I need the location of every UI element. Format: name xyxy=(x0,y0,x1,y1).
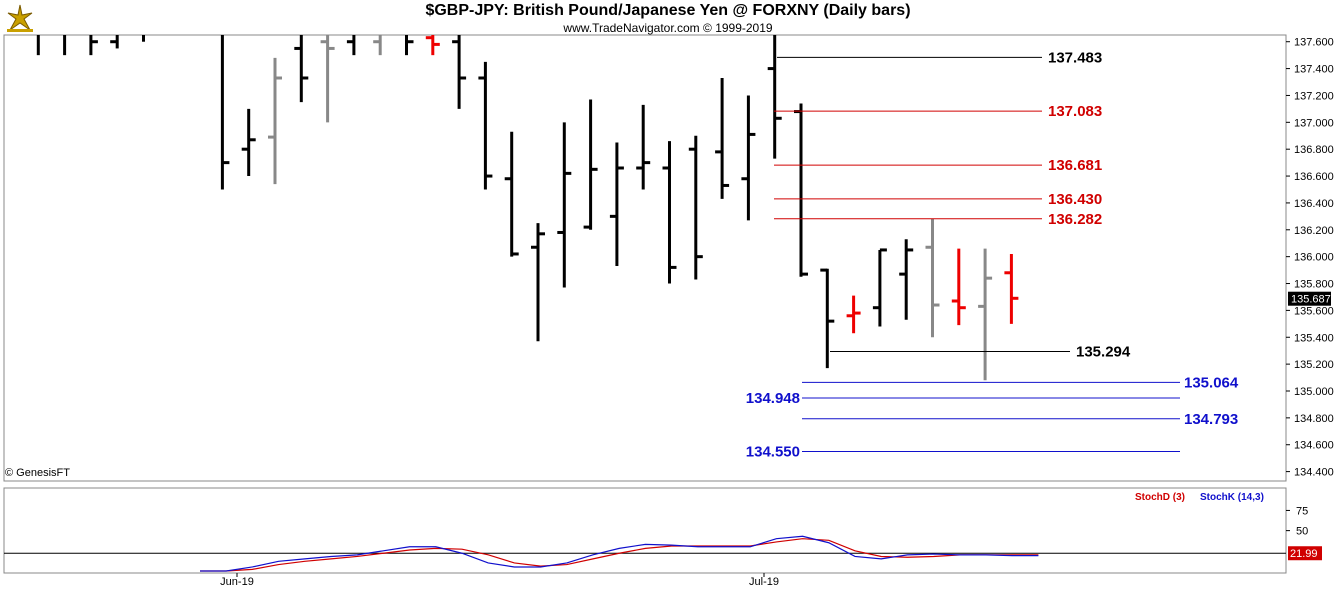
level-label: 135.064 xyxy=(1184,374,1239,391)
level-line: 134.550 xyxy=(746,443,1180,460)
stoch-last-box xyxy=(1288,546,1322,561)
ohlc-bar xyxy=(268,57,282,185)
level-line: 136.430 xyxy=(774,191,1102,208)
ohlc-bar xyxy=(241,108,256,177)
price-tick-label: 137.600 xyxy=(1294,37,1334,49)
stoch-k-legend: StochK (14,3) xyxy=(1200,492,1264,503)
ohlc-bar xyxy=(1004,253,1019,324)
price-tick-label: 134.600 xyxy=(1294,440,1334,452)
ohlc-bar xyxy=(220,35,230,190)
level-label: 134.948 xyxy=(746,390,800,407)
ohlc-bar xyxy=(978,248,993,381)
price-tick-label: 134.400 xyxy=(1294,467,1334,479)
ohlc-bar xyxy=(89,35,98,56)
level-label: 137.083 xyxy=(1048,103,1102,120)
level-label: 136.430 xyxy=(1048,191,1102,208)
ohlc-bar xyxy=(925,219,940,338)
ohlc-bar xyxy=(478,61,493,190)
ohlc-bar xyxy=(373,35,382,56)
price-tick-label: 137.200 xyxy=(1294,90,1334,102)
level-label: 135.294 xyxy=(1076,343,1131,360)
ohlc-bar xyxy=(872,248,887,327)
ohlc-bar xyxy=(425,35,440,56)
price-tick-label: 136.200 xyxy=(1294,225,1334,237)
price-tick-label: 135.000 xyxy=(1294,386,1334,398)
level-label: 137.483 xyxy=(1048,49,1102,66)
level-label: 134.550 xyxy=(746,443,800,460)
ohlc-bar xyxy=(294,35,309,103)
ohlc-bar xyxy=(794,103,808,277)
ohlc-bar xyxy=(609,142,624,267)
price-tick-label: 136.000 xyxy=(1294,252,1334,264)
last-price-box xyxy=(1288,291,1331,306)
ohlc-bar xyxy=(405,35,414,56)
ohlc-bar xyxy=(715,77,730,199)
ohlc-bar xyxy=(767,35,782,159)
ohlc-bar xyxy=(636,104,651,190)
level-label: 136.282 xyxy=(1048,211,1102,228)
price-tick-label: 136.800 xyxy=(1294,144,1334,156)
date-tick-label: Jun-19 xyxy=(220,576,254,588)
ohlc-bar xyxy=(899,239,914,320)
price-tick-label: 135.800 xyxy=(1294,279,1334,291)
stoch-d-legend: StochD (3) xyxy=(1135,492,1185,503)
ohlc-bar xyxy=(557,122,572,288)
last-price-label: 135.687 xyxy=(1291,294,1331,306)
level-line: 136.282 xyxy=(774,211,1102,228)
ohlc-bar xyxy=(820,268,835,369)
ohlc-bar xyxy=(662,141,677,284)
chart-header: $GBP-JPY: British Pound/Japanese Yen @ F… xyxy=(0,0,1336,35)
stoch-k-line xyxy=(200,535,1039,572)
stoch-tick-label: 75 xyxy=(1296,505,1308,517)
ohlc-bar xyxy=(504,131,519,257)
level-line: 134.948 xyxy=(746,390,1180,407)
date-tick-label: Jul-19 xyxy=(749,576,779,588)
trade-navigator-logo-icon xyxy=(7,4,33,32)
ohlc-bar xyxy=(688,135,703,280)
ohlc-bar xyxy=(320,35,335,123)
ohlc-bar xyxy=(346,35,356,56)
price-panel xyxy=(3,34,1287,482)
ohlc-bar xyxy=(110,35,119,49)
level-line: 135.064 xyxy=(802,374,1239,391)
ohlc-bar xyxy=(846,295,861,334)
ohlc-bar xyxy=(452,35,467,109)
level-line: 134.793 xyxy=(802,411,1238,428)
price-tick-label: 137.000 xyxy=(1294,117,1334,129)
stoch-last-label: 21.99 xyxy=(1290,548,1318,560)
ohlc-bar xyxy=(583,99,598,230)
price-tick-label: 136.600 xyxy=(1294,171,1334,183)
level-line: 137.483 xyxy=(777,49,1102,66)
ohlc-bar xyxy=(741,95,756,221)
price-tick-label: 134.800 xyxy=(1294,413,1334,425)
ohlc-bar xyxy=(951,248,966,326)
price-tick-label: 135.400 xyxy=(1294,332,1334,344)
level-line: 135.294 xyxy=(830,343,1131,360)
stochastic-panel xyxy=(3,487,1287,574)
chart-title: $GBP-JPY: British Pound/Japanese Yen @ F… xyxy=(425,2,911,19)
ohlc-bar xyxy=(531,223,545,342)
level-label: 136.681 xyxy=(1048,157,1102,174)
stoch-d-line xyxy=(200,538,1039,572)
price-tick-label: 135.600 xyxy=(1294,305,1334,317)
level-label: 134.793 xyxy=(1184,411,1238,428)
price-tick-label: 135.200 xyxy=(1294,359,1334,371)
price-tick-label: 137.400 xyxy=(1294,64,1334,76)
level-line: 136.681 xyxy=(774,157,1102,174)
chart-subtitle: www.TradeNavigator.com © 1999-2019 xyxy=(563,21,773,35)
stoch-tick-label: 50 xyxy=(1296,526,1308,538)
genesis-copyright: © GenesisFT xyxy=(5,467,70,479)
level-line: 137.083 xyxy=(774,103,1102,120)
price-tick-label: 136.400 xyxy=(1294,198,1334,210)
